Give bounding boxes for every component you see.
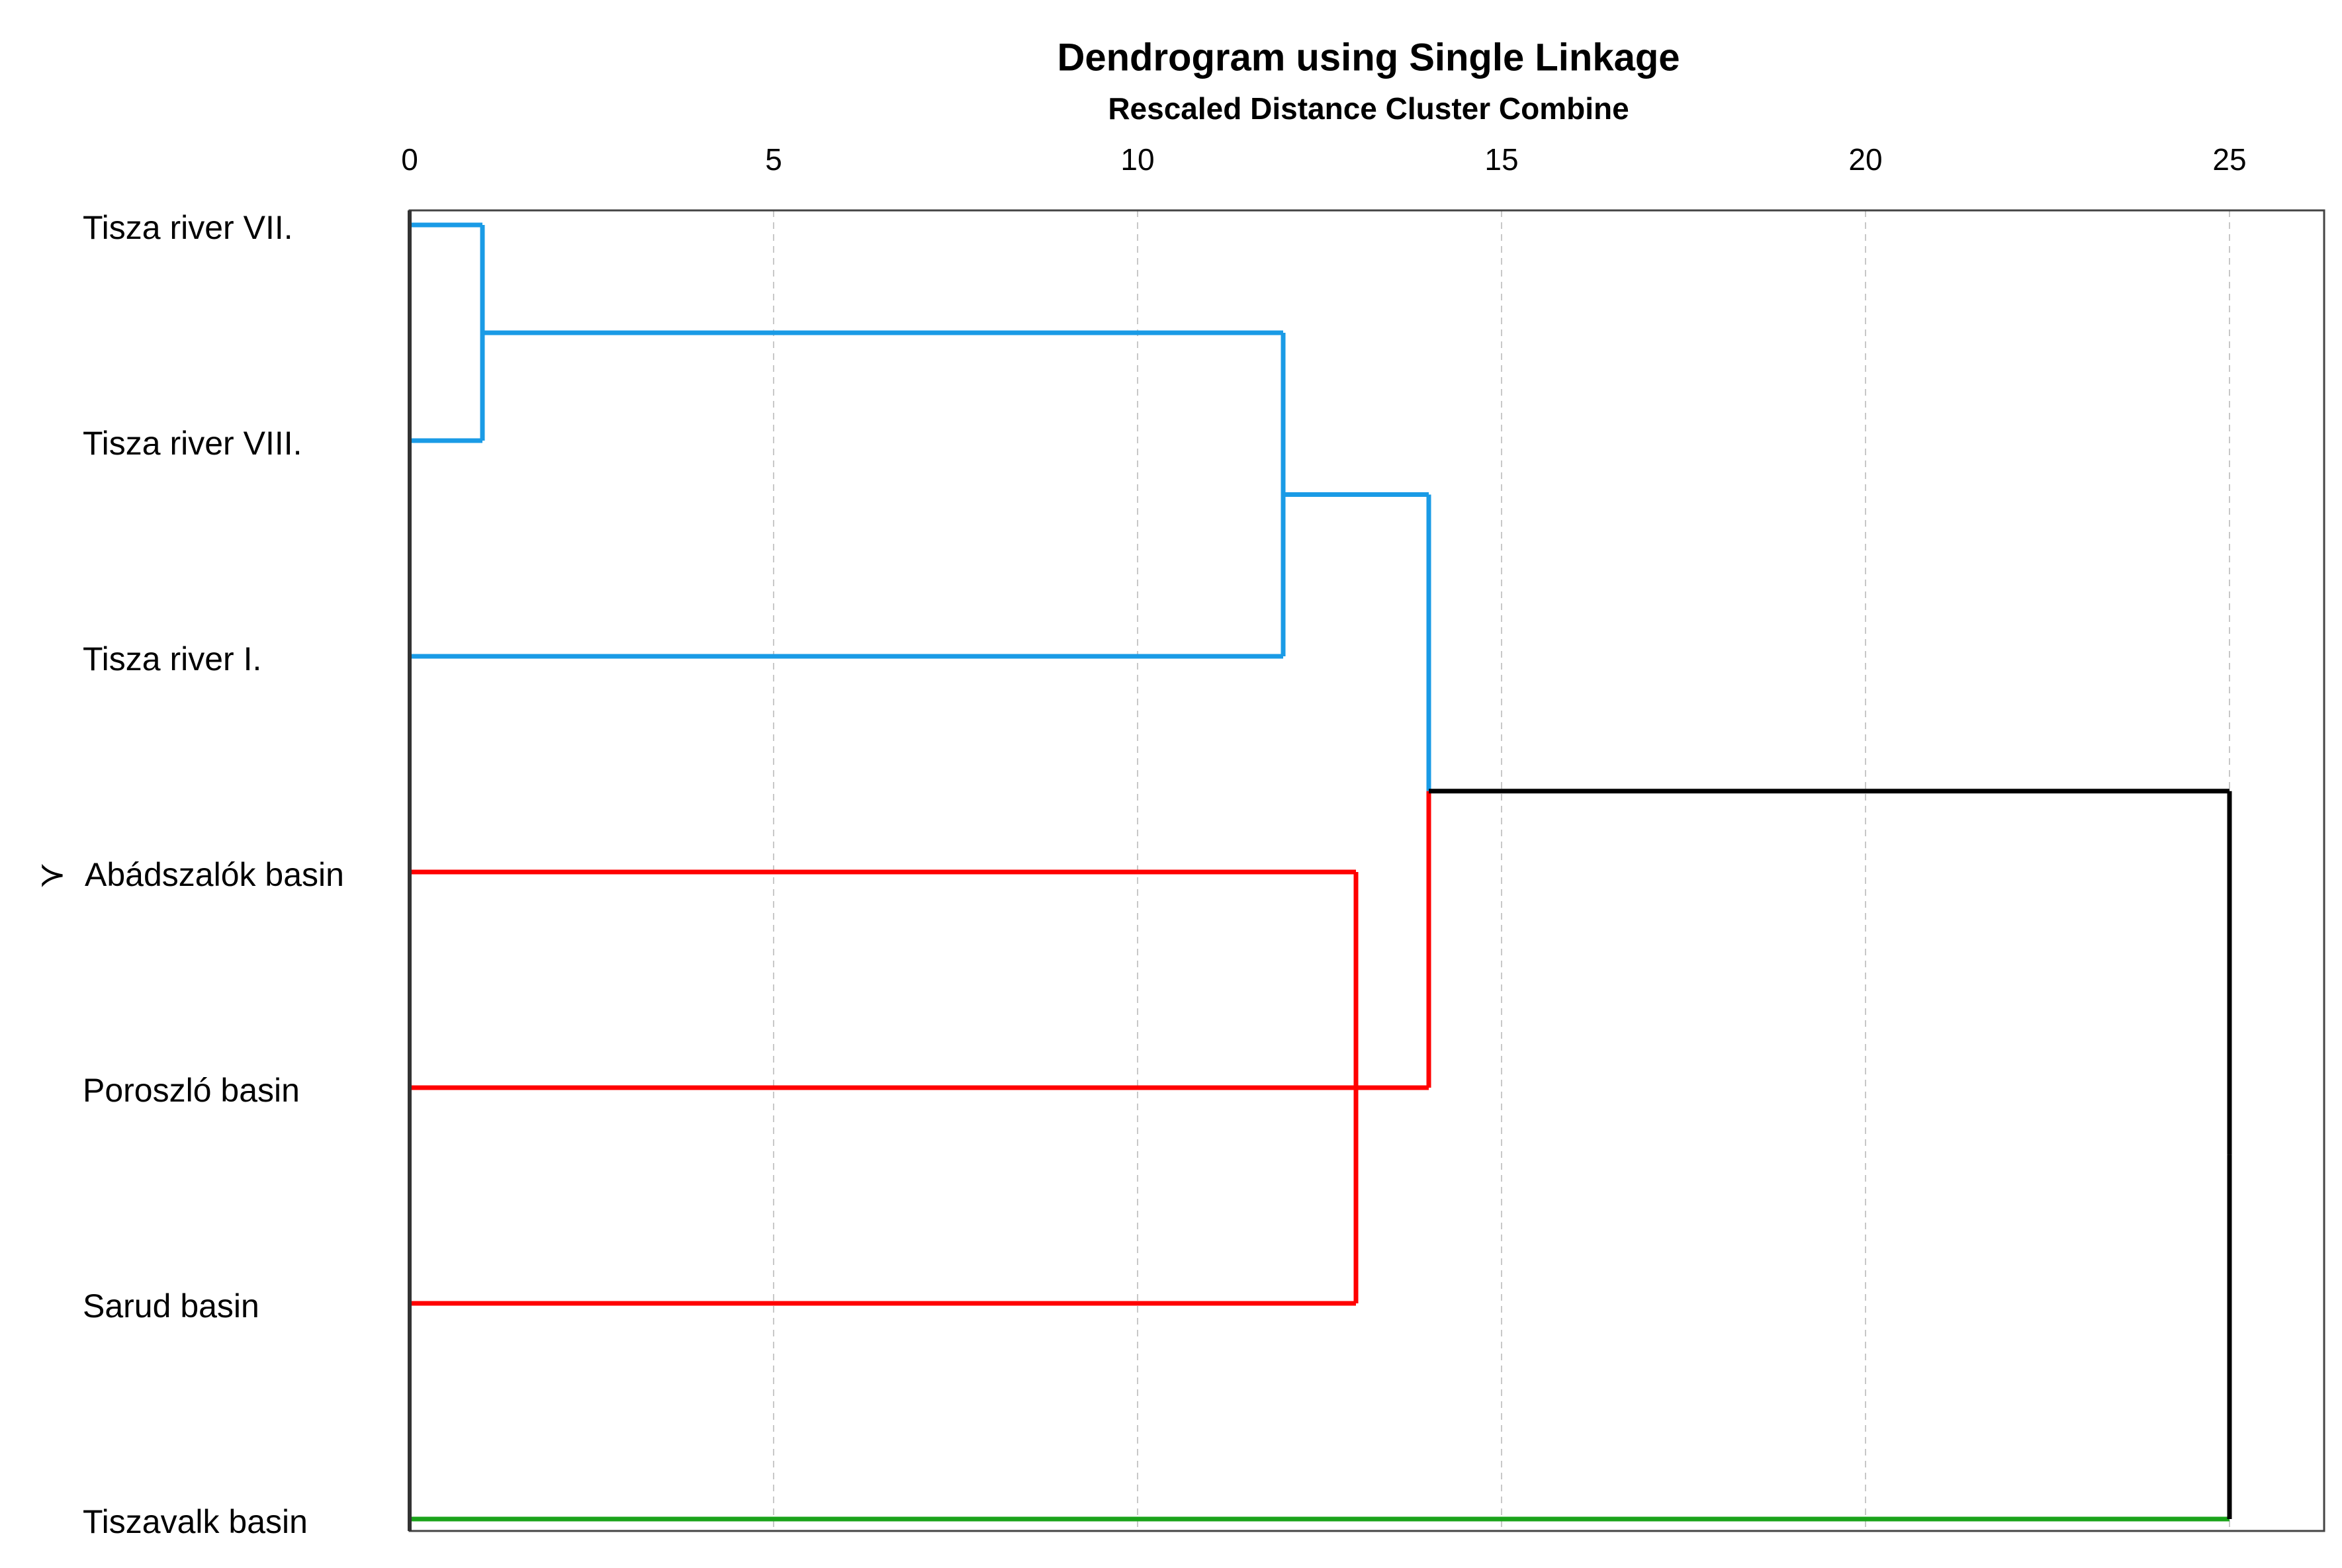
leaf-label: Sarud basin [83, 1287, 259, 1325]
x-tick-label: 0 [401, 142, 418, 177]
chart-title: Dendrogram using Single Linkage [1057, 36, 1680, 79]
leaf-label: Tisza river VIII. [83, 425, 302, 462]
x-tick-label: 25 [2212, 142, 2246, 177]
leaf-label: Abádszalók basin [85, 856, 344, 893]
leaf-label: Tisza river VII. [83, 209, 293, 246]
leaf-label: Poroszló basin [83, 1072, 300, 1109]
x-tick-label: 10 [1120, 142, 1154, 177]
x-tick-label: 15 [1484, 142, 1518, 177]
x-tick-label: 5 [765, 142, 782, 177]
chart-subtitle: Rescaled Distance Cluster Combine [1108, 91, 1629, 126]
leaf-label: Tisza river I. [83, 640, 261, 677]
x-tick-label: 20 [1848, 142, 1882, 177]
selection-marker: ≻ [38, 856, 66, 893]
leaf-label: Tiszavalk basin [83, 1503, 308, 1540]
